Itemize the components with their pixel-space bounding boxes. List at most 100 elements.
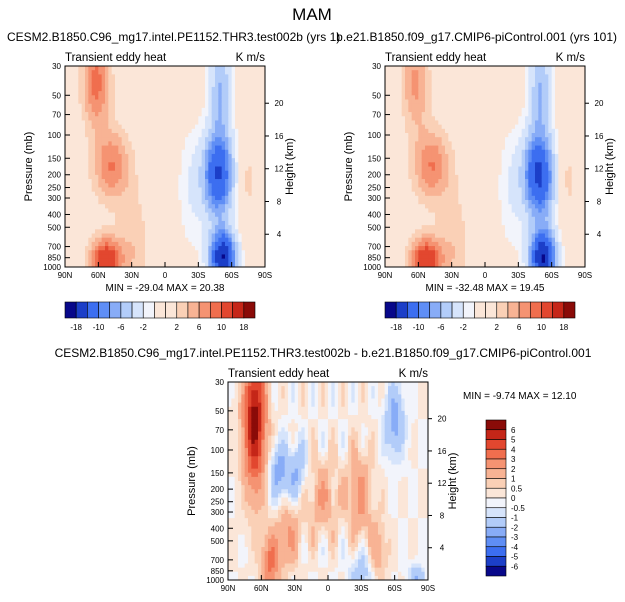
contour-cell (165, 216, 169, 222)
contour-cell (508, 91, 513, 96)
contour-cell (188, 137, 193, 142)
contour-cell (155, 216, 159, 222)
contour-cell (78, 95, 83, 100)
contour-cell (181, 208, 186, 213)
contour-cell (175, 86, 179, 92)
contour-cell (481, 200, 486, 205)
contour-cell (138, 112, 143, 117)
contour-cell (208, 174, 213, 180)
contour-cell (495, 120, 499, 126)
contour-cell (418, 241, 423, 247)
contour-cell (158, 149, 163, 155)
contour-cell (401, 82, 406, 88)
contour-cell (251, 133, 256, 138)
contour-cell (411, 116, 416, 121)
contour-cell (461, 220, 466, 226)
contour-cell (185, 74, 189, 79)
contour-cell (478, 229, 483, 234)
contour-cell (485, 187, 489, 193)
contour-cell (85, 99, 89, 105)
contour-cell (81, 246, 86, 251)
contour-cell (455, 145, 459, 151)
contour-cell (168, 78, 173, 84)
contour-cell (125, 195, 129, 201)
contour-cell (415, 153, 419, 159)
contour-cell (198, 86, 203, 92)
contour-cell (468, 70, 473, 75)
contour-cell (505, 262, 509, 268)
contour-cell (398, 95, 403, 100)
contour-cell (441, 254, 446, 260)
contour-cell (218, 250, 223, 255)
contour-cell (215, 103, 219, 109)
contour-cell (181, 204, 186, 209)
contour-cell (188, 112, 193, 117)
contour-cell (158, 204, 163, 209)
contour-cell (185, 141, 189, 146)
contour-cell (218, 145, 223, 151)
contour-cell (498, 158, 503, 163)
contour-cell (448, 246, 453, 251)
contour-cell (408, 162, 413, 167)
contour-cell (458, 233, 463, 239)
height-tick-label: 16 (275, 132, 284, 141)
contour-cell (125, 241, 129, 247)
contour-cell (65, 82, 69, 88)
contour-cell (441, 82, 446, 88)
contour-cell (388, 107, 393, 113)
contour-cell (431, 174, 436, 180)
contour-cell (128, 103, 133, 109)
contour-cell (168, 124, 173, 130)
contour-cell (211, 128, 216, 134)
contour-cell (468, 204, 473, 209)
contour-cell (405, 120, 409, 126)
contour-cell (448, 220, 453, 226)
contour-cell (428, 99, 433, 105)
contour-cell (248, 86, 253, 92)
contour-cell (235, 229, 239, 234)
contour-cell (178, 70, 183, 75)
contour-cell (245, 208, 249, 213)
contour-cell (138, 78, 143, 84)
contour-cell (461, 170, 466, 176)
contour-cell (155, 246, 159, 251)
contour-cell (75, 91, 79, 96)
contour-cell (221, 153, 226, 159)
contour-cell (238, 204, 243, 209)
contour-cell (88, 204, 93, 209)
contour-cell (78, 66, 83, 71)
contour-cell (441, 216, 446, 222)
contour-cell (201, 225, 206, 230)
contour-cell (221, 170, 226, 176)
contour-cell (175, 170, 179, 176)
contour-cell (451, 145, 456, 151)
contour-cell (218, 200, 223, 205)
contour-cell (191, 74, 196, 79)
contour-cell (475, 99, 479, 105)
contour-cell (158, 250, 163, 255)
contour-cell (138, 262, 143, 268)
contour-cell (131, 99, 136, 105)
contour-cell (481, 225, 486, 230)
contour-cell (495, 225, 499, 230)
contour-cell (418, 246, 423, 251)
contour-cell (385, 162, 389, 167)
contour-cell (188, 200, 193, 205)
contour-cell (168, 170, 173, 176)
contour-cell (148, 66, 153, 71)
contour-cell (401, 170, 406, 176)
contour-cell (95, 170, 99, 176)
contour-cell (111, 145, 116, 151)
contour-cell (461, 246, 466, 251)
contour-cell (398, 162, 403, 167)
contour-cell (501, 179, 506, 184)
contour-cell (518, 200, 523, 205)
contour-cell (161, 233, 166, 239)
contour-cell (75, 225, 79, 230)
contour-cell (218, 170, 223, 176)
contour-cell (105, 220, 109, 226)
contour-cell (145, 137, 149, 142)
contour-cell (121, 70, 126, 75)
contour-cell (125, 120, 129, 126)
contour-cell (461, 262, 466, 268)
